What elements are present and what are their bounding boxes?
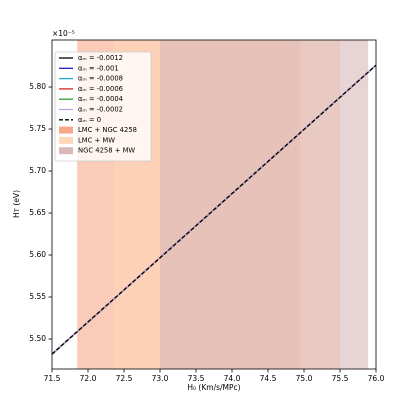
x-tick-label: 74.5 [260,374,277,383]
legend-label: NGC 4258 + MW [78,147,135,155]
legend-label: αₘ = 0 [78,116,101,124]
legend-label: αₘ = -0.0008 [78,75,123,83]
legend-label: LMC + MW [78,136,115,144]
legend-swatch [59,126,73,134]
x-tick-label: 75.5 [332,374,349,383]
legend-swatch [59,147,73,155]
plot-frame [51,39,377,370]
x-tick-label: 73.0 [152,374,169,383]
y-tick-label: 5.65 [29,208,46,217]
y-tick-label: 5.50 [29,334,46,343]
legend-label: αₘ = -0.001 [78,64,119,72]
x-tick-label: 72.0 [80,374,97,383]
band [160,40,369,369]
legend-label: αₘ = -0.0006 [78,85,123,93]
x-tick-label: 76.0 [368,374,385,383]
y-tick-label: 5.80 [29,82,46,91]
legend-label: αₘ = -0.0004 [78,95,123,103]
y-offset: ×10⁻⁵ [52,29,75,38]
y-tick-label: 5.55 [29,292,46,301]
x-tick-label: 73.5 [188,374,205,383]
y-axis-label: Hᴛ (eV) [12,190,21,218]
x-tick-label: 71.5 [44,374,61,383]
x-tick-label: 75.0 [296,374,313,383]
series-line [51,64,377,355]
x-tick-label: 72.5 [116,374,133,383]
y-tick-label: 5.75 [29,124,46,133]
legend-label: αₘ = -0.0012 [78,54,123,62]
legend-swatch [59,136,73,144]
x-tick-label: 74.0 [224,374,241,383]
legend-label: LMC + NGC 4258 [78,126,137,134]
legend-label: αₘ = -0.0002 [78,106,123,114]
y-tick-label: 5.60 [29,250,46,259]
y-tick-label: 5.70 [29,166,46,175]
x-axis-label: H₀ (Km/s/MPc) [187,383,240,392]
legend-box [54,51,152,162]
